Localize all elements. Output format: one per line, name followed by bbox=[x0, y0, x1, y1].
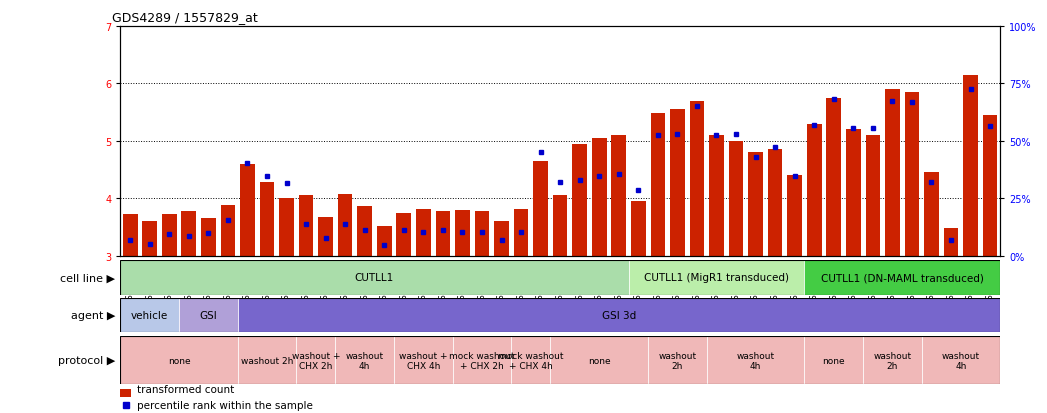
Text: cell line ▶: cell line ▶ bbox=[60, 273, 115, 283]
Bar bbox=[804, 260, 1000, 295]
Bar bbox=[357, 206, 372, 256]
Bar bbox=[179, 299, 238, 332]
Bar bbox=[885, 90, 899, 256]
Bar bbox=[120, 260, 628, 295]
Bar bbox=[514, 209, 529, 256]
Text: washout
4h: washout 4h bbox=[736, 351, 775, 370]
Text: transformed count: transformed count bbox=[137, 384, 235, 394]
Bar bbox=[846, 130, 861, 256]
Bar bbox=[631, 202, 646, 256]
Text: agent ▶: agent ▶ bbox=[71, 311, 115, 320]
Bar bbox=[338, 194, 353, 256]
Text: none: none bbox=[823, 356, 845, 365]
Bar bbox=[905, 93, 919, 256]
Bar bbox=[335, 337, 394, 384]
Text: washout +
CHX 2h: washout + CHX 2h bbox=[292, 351, 340, 370]
Bar bbox=[807, 124, 822, 256]
Bar bbox=[749, 153, 763, 256]
Bar bbox=[296, 337, 335, 384]
Text: washout
4h: washout 4h bbox=[941, 351, 980, 370]
Bar bbox=[648, 337, 707, 384]
Text: GSI: GSI bbox=[200, 311, 217, 320]
Bar bbox=[318, 217, 333, 256]
Bar bbox=[238, 337, 296, 384]
Bar bbox=[943, 228, 958, 256]
Bar bbox=[201, 219, 216, 256]
Bar bbox=[240, 164, 254, 256]
Bar bbox=[553, 196, 567, 256]
Bar bbox=[397, 213, 411, 256]
Text: mock washout
+ CHX 2h: mock washout + CHX 2h bbox=[449, 351, 515, 370]
Bar bbox=[377, 226, 392, 256]
Bar bbox=[120, 389, 132, 397]
Bar bbox=[221, 206, 236, 256]
Bar bbox=[592, 139, 606, 256]
Bar bbox=[394, 337, 452, 384]
Bar bbox=[767, 150, 782, 256]
Text: washout
2h: washout 2h bbox=[659, 351, 696, 370]
Bar bbox=[122, 215, 137, 256]
Bar bbox=[533, 161, 548, 256]
Bar bbox=[181, 212, 196, 256]
Bar bbox=[298, 196, 313, 256]
Text: protocol ▶: protocol ▶ bbox=[58, 355, 115, 366]
Bar bbox=[120, 299, 179, 332]
Bar bbox=[804, 337, 863, 384]
Text: none: none bbox=[168, 356, 191, 365]
Bar bbox=[787, 176, 802, 256]
Text: washout
4h: washout 4h bbox=[346, 351, 384, 370]
Bar bbox=[142, 222, 157, 256]
Text: GDS4289 / 1557829_at: GDS4289 / 1557829_at bbox=[112, 11, 258, 24]
Bar bbox=[455, 210, 470, 256]
Bar bbox=[611, 136, 626, 256]
Bar bbox=[280, 199, 294, 256]
Bar bbox=[709, 136, 723, 256]
Text: none: none bbox=[588, 356, 610, 365]
Bar bbox=[650, 114, 665, 256]
Bar bbox=[238, 299, 1000, 332]
Bar bbox=[494, 222, 509, 256]
Bar bbox=[690, 101, 705, 256]
Bar bbox=[511, 337, 551, 384]
Bar bbox=[120, 337, 238, 384]
Bar bbox=[729, 141, 743, 256]
Bar bbox=[963, 76, 978, 256]
Bar bbox=[826, 98, 841, 256]
Bar bbox=[866, 136, 881, 256]
Text: CUTLL1 (DN-MAML transduced): CUTLL1 (DN-MAML transduced) bbox=[821, 273, 983, 283]
Bar bbox=[707, 337, 804, 384]
Bar bbox=[260, 183, 274, 256]
Text: GSI 3d: GSI 3d bbox=[602, 311, 636, 320]
Bar bbox=[436, 211, 450, 256]
Bar bbox=[921, 337, 1000, 384]
Text: mock washout
+ CHX 4h: mock washout + CHX 4h bbox=[498, 351, 563, 370]
Bar bbox=[416, 209, 430, 256]
Text: vehicle: vehicle bbox=[131, 311, 169, 320]
Bar bbox=[573, 144, 587, 256]
Bar bbox=[162, 214, 177, 256]
Bar bbox=[670, 110, 685, 256]
Bar bbox=[551, 337, 648, 384]
Text: washout +
CHX 4h: washout + CHX 4h bbox=[399, 351, 447, 370]
Text: washout 2h: washout 2h bbox=[241, 356, 293, 365]
Bar bbox=[983, 116, 998, 256]
Bar bbox=[452, 337, 511, 384]
Text: CUTLL1: CUTLL1 bbox=[355, 273, 394, 283]
Text: CUTLL1 (MigR1 transduced): CUTLL1 (MigR1 transduced) bbox=[644, 273, 789, 283]
Text: washout
2h: washout 2h bbox=[873, 351, 912, 370]
Bar bbox=[474, 212, 489, 256]
Bar bbox=[925, 173, 939, 256]
Text: percentile rank within the sample: percentile rank within the sample bbox=[137, 401, 313, 411]
Bar bbox=[863, 337, 921, 384]
Bar bbox=[628, 260, 804, 295]
